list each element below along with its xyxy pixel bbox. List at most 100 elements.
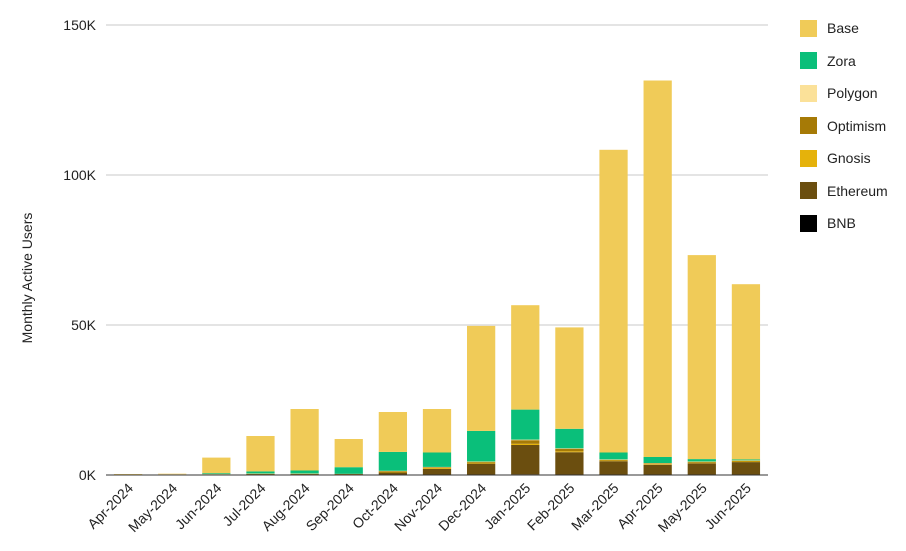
bar-segment-base xyxy=(511,305,540,410)
bar-segment-optimism xyxy=(246,473,275,475)
bar-segment-base xyxy=(378,412,407,452)
bar-segment-ethereum xyxy=(378,472,407,475)
x-tick-label: Dec-2024 xyxy=(435,480,489,534)
x-tick-label: Jun-2024 xyxy=(172,480,225,533)
bar-segment-polygon xyxy=(555,448,584,449)
bar-segment-optimism xyxy=(511,440,540,444)
bar-segment-polygon xyxy=(158,473,187,475)
bar-segment-gnosis xyxy=(687,462,716,464)
bar-segment-zora xyxy=(378,451,407,471)
bar-segment-gnosis xyxy=(599,460,628,462)
bar-segment-gnosis xyxy=(422,468,452,469)
bar-segment-zora xyxy=(334,467,363,474)
bar-segment-polygon xyxy=(731,460,761,461)
bar-segment-base xyxy=(290,409,319,471)
bar-segment-base xyxy=(246,436,275,472)
legend-label: Polygon xyxy=(827,85,878,102)
bar-segment-zora xyxy=(422,452,452,467)
legend-item-bnb: BNB xyxy=(800,207,906,240)
bar-segment-zora xyxy=(687,459,716,462)
bar-segment-optimism xyxy=(643,463,672,465)
legend: Base Zora Polygon Optimism Gnosis Ethereum BNB xyxy=(800,12,906,240)
legend-item-polygon: Polygon xyxy=(800,77,906,110)
legend-item-gnosis: Gnosis xyxy=(800,142,906,175)
bar-segment-optimism xyxy=(731,460,761,462)
bar-segment-base xyxy=(555,327,584,429)
bar-segment-gnosis xyxy=(555,451,584,453)
bar-segment-base xyxy=(113,474,143,475)
bar-segment-polygon xyxy=(467,461,496,462)
legend-swatch xyxy=(800,214,817,232)
bar-segment-optimism xyxy=(599,459,628,461)
bar-segment-base xyxy=(422,409,452,453)
x-tick-label: Sep-2024 xyxy=(303,480,357,534)
bar-segment-zora xyxy=(555,428,584,449)
bars xyxy=(113,80,761,476)
legend-swatch xyxy=(800,117,817,135)
bar-segment-polygon xyxy=(202,474,231,475)
bar-segment-zora xyxy=(731,459,761,461)
bar-segment-ethereum xyxy=(643,464,672,475)
bar-segment-base xyxy=(599,149,628,453)
bar-segment-polygon xyxy=(599,459,628,460)
y-axis-label: Monthly Active Users xyxy=(19,213,35,344)
legend-item-optimism: Optimism xyxy=(800,110,906,143)
legend-swatch xyxy=(800,182,817,200)
x-tick-label: May-2025 xyxy=(655,480,710,535)
bar-segment-base xyxy=(731,284,761,460)
bar-segment-gnosis xyxy=(731,461,761,463)
y-tick-label: 100K xyxy=(63,167,96,183)
legend-swatch xyxy=(800,149,817,167)
bar-segment-base xyxy=(334,439,363,468)
bar-segment-base xyxy=(202,457,231,474)
bar-segment-optimism xyxy=(290,473,319,475)
y-tick-label: 0K xyxy=(79,467,97,483)
bar-segment-polygon xyxy=(511,439,540,441)
bar-segment-zora xyxy=(246,471,275,474)
bar-segment-polygon xyxy=(687,461,716,462)
bar-segment-optimism xyxy=(378,471,407,472)
bar-segment-base xyxy=(687,255,716,460)
x-tick-label: Jun-2025 xyxy=(701,480,754,533)
bar-segment-polygon xyxy=(422,466,452,468)
legend-item-zora: Zora xyxy=(800,45,906,78)
x-tick-label: May-2024 xyxy=(125,480,180,535)
bar-segment-gnosis xyxy=(378,472,407,473)
legend-label: Optimism xyxy=(827,117,887,134)
x-tick-label: Mar-2025 xyxy=(568,480,622,534)
bar-segment-gnosis xyxy=(511,443,540,445)
legend-label: Zora xyxy=(827,52,856,69)
bar-segment-ethereum xyxy=(687,463,716,475)
y-tick-label: 150K xyxy=(63,17,96,33)
bar-segment-polygon xyxy=(378,470,407,472)
bar-segment-ethereum xyxy=(555,452,584,475)
legend-label: Ethereum xyxy=(827,182,888,199)
x-tick-label: Feb-2025 xyxy=(524,480,578,534)
bar-segment-zora xyxy=(202,473,231,475)
legend-swatch xyxy=(800,19,817,37)
bar-segment-zora xyxy=(290,470,319,474)
legend-item-base: Base xyxy=(800,12,906,45)
bar-segment-optimism xyxy=(334,473,363,475)
bar-segment-zora xyxy=(511,409,540,440)
bar-segment-ethereum xyxy=(422,469,452,475)
legend-swatch xyxy=(800,84,817,102)
bar-segment-ethereum xyxy=(511,445,540,475)
bar-segment-gnosis xyxy=(467,462,496,464)
bar-segment-optimism xyxy=(687,461,716,463)
legend-swatch xyxy=(800,52,817,70)
bar-segment-optimism xyxy=(422,467,452,469)
bar-segment-ethereum xyxy=(467,463,496,475)
bar-segment-zora xyxy=(643,457,672,463)
bar-segment-polygon xyxy=(643,463,672,464)
bar-segment-optimism xyxy=(555,448,584,452)
bar-segment-base xyxy=(643,80,672,457)
legend-label: Base xyxy=(827,20,859,37)
bar-segment-polygon xyxy=(290,473,319,474)
bar-segment-ethereum xyxy=(731,462,761,475)
legend-label: Gnosis xyxy=(827,150,871,167)
legend-item-ethereum: Ethereum xyxy=(800,175,906,208)
bar-segment-zora xyxy=(467,430,496,462)
bar-segment-gnosis xyxy=(643,464,672,465)
